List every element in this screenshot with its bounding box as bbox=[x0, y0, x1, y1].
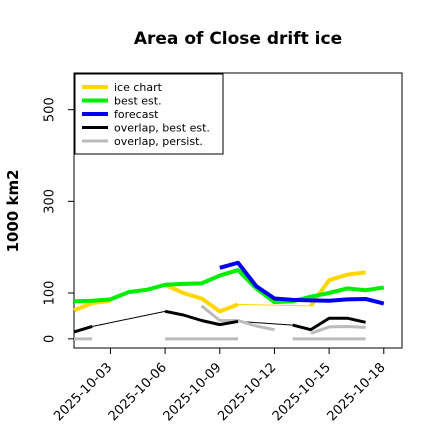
series-line bbox=[164, 309, 239, 327]
x-axis: 2025-10-032025-10-062025-10-092025-10-12… bbox=[51, 348, 389, 424]
series-line bbox=[292, 316, 366, 332]
x-tick-label: 2025-10-18 bbox=[325, 360, 389, 424]
y-tick-label: 500 bbox=[43, 97, 58, 122]
series-line bbox=[310, 324, 366, 335]
series-line bbox=[219, 260, 385, 306]
series-lines bbox=[73, 260, 385, 341]
y-tick-label: 300 bbox=[43, 189, 58, 214]
series-line bbox=[73, 268, 385, 305]
connector-line bbox=[92, 310, 166, 327]
chart-title: Area of Close drift ice bbox=[134, 29, 342, 49]
series-line bbox=[73, 325, 93, 334]
legend-label: ice chart bbox=[114, 81, 163, 94]
legend-label: overlap, best est. bbox=[114, 122, 210, 135]
y-tick-label: 0 bbox=[43, 335, 58, 343]
legend-label: best est. bbox=[114, 95, 162, 108]
y-tick-label: 100 bbox=[43, 281, 58, 306]
y-axis: 0 100 300 500 bbox=[43, 97, 74, 343]
y-axis-label: 1000 km2 bbox=[4, 169, 22, 252]
legend-label: forecast bbox=[114, 108, 159, 121]
legend-label: overlap, persist. bbox=[114, 135, 203, 148]
series-line bbox=[200, 304, 275, 332]
series-line bbox=[164, 282, 239, 314]
connector-line bbox=[237, 303, 311, 307]
plot-frame bbox=[73, 72, 403, 349]
